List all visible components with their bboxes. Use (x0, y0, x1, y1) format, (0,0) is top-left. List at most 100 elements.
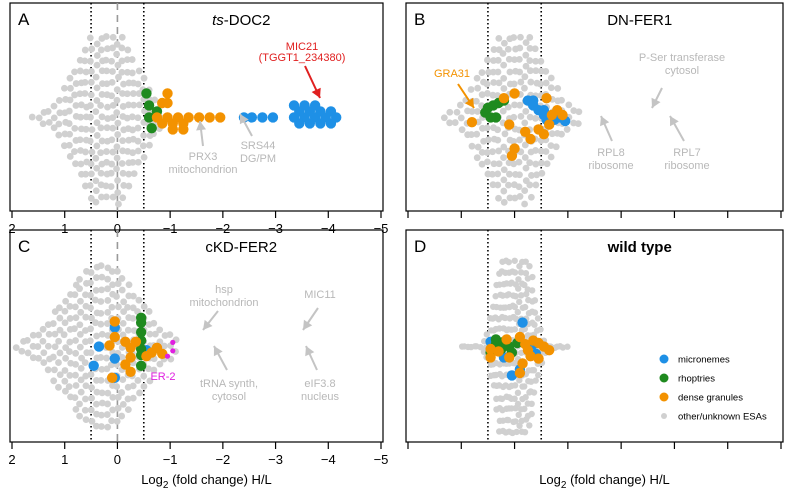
point-other (124, 68, 131, 76)
point-other (119, 194, 127, 202)
point-other (118, 286, 126, 294)
point-other (77, 297, 84, 305)
point-other (66, 153, 74, 160)
point-other (563, 126, 571, 133)
other-unknown-points (28, 33, 165, 208)
x-axis-title: Log2 (fold change) H/L (539, 472, 670, 491)
point-other (103, 193, 110, 201)
annotation-sublabel: cytosol (665, 65, 699, 77)
point-other (531, 45, 539, 53)
point-other (77, 364, 85, 372)
panel-letter: D (414, 237, 426, 256)
point-other (118, 160, 126, 167)
point-other (521, 428, 529, 436)
point-other (124, 326, 132, 334)
annotation-sublabel: ribosome (588, 160, 633, 172)
point-micronemes (315, 118, 326, 129)
series-micronemes (238, 100, 342, 129)
point-other (93, 84, 101, 92)
point-other (39, 325, 47, 333)
annotation-arrow-head (600, 116, 610, 127)
point-other (39, 120, 47, 128)
point-other (513, 428, 520, 436)
point-other (505, 55, 513, 63)
series-dense-granules (466, 88, 568, 161)
point-other (115, 73, 122, 81)
point-other (574, 120, 582, 128)
point-other (124, 395, 132, 403)
legend-label: other/unknown ESAs (678, 412, 767, 423)
point-other (103, 124, 111, 132)
point-other (526, 113, 534, 121)
point-other (140, 153, 148, 161)
x-axis-title-log: Log (539, 472, 561, 487)
point-other (146, 141, 153, 149)
point-other (72, 160, 79, 168)
point-other (516, 298, 523, 306)
point-other (130, 327, 138, 335)
point-other (82, 327, 89, 334)
point-other (129, 149, 137, 157)
annotation-label: RPL7 (673, 147, 701, 159)
point-other (532, 377, 539, 384)
annotation-label: SRS44 (241, 140, 276, 152)
point-other (151, 96, 159, 104)
point-other (522, 107, 530, 115)
point-other (55, 97, 63, 104)
point-other (115, 200, 122, 208)
point-micronemes (517, 317, 528, 328)
point-other (134, 114, 142, 122)
point-other (538, 169, 546, 177)
point-other (88, 45, 96, 53)
point-other (44, 108, 52, 115)
point-other (66, 74, 74, 82)
point-other (510, 80, 518, 88)
point-other (532, 147, 539, 154)
point-other (103, 354, 110, 362)
point-other (98, 423, 105, 430)
point-other (129, 394, 137, 402)
point-other (66, 348, 73, 355)
point-other (76, 400, 83, 408)
point-other (474, 143, 482, 151)
point-other (98, 411, 105, 419)
point-other (113, 96, 121, 104)
legend-swatch (659, 373, 669, 383)
point-rhoptries (135, 317, 147, 328)
point-other (97, 262, 105, 270)
point-other (88, 170, 95, 178)
point-other (123, 90, 131, 98)
point-dense-granules (533, 353, 544, 364)
point-dense-granules (125, 342, 136, 353)
point-other (522, 51, 530, 59)
point-other (93, 388, 101, 396)
x-axis-title: Log2 (fold change) H/L (141, 472, 272, 491)
point-other (76, 331, 84, 338)
point-other (81, 46, 89, 54)
point-other (468, 108, 476, 115)
panel-frame (405, 229, 784, 443)
point-other (55, 359, 62, 366)
point-other (558, 130, 565, 138)
point-other (129, 314, 137, 322)
point-other (98, 399, 106, 407)
point-other (134, 80, 142, 88)
legend-label: micronemes (678, 355, 730, 366)
point-other (109, 101, 117, 109)
point-other (516, 44, 524, 52)
point-er (170, 339, 176, 345)
panel-frame (9, 2, 384, 212)
point-other (97, 46, 105, 54)
x-tick-label: 2 (8, 221, 15, 236)
point-other (93, 132, 101, 139)
point-other (516, 136, 523, 144)
point-other (113, 50, 121, 58)
point-other (92, 177, 100, 185)
point-other (103, 320, 111, 327)
point-other (72, 349, 80, 357)
point-other (500, 39, 508, 47)
annotation-label: tRNA synth, (200, 378, 258, 390)
